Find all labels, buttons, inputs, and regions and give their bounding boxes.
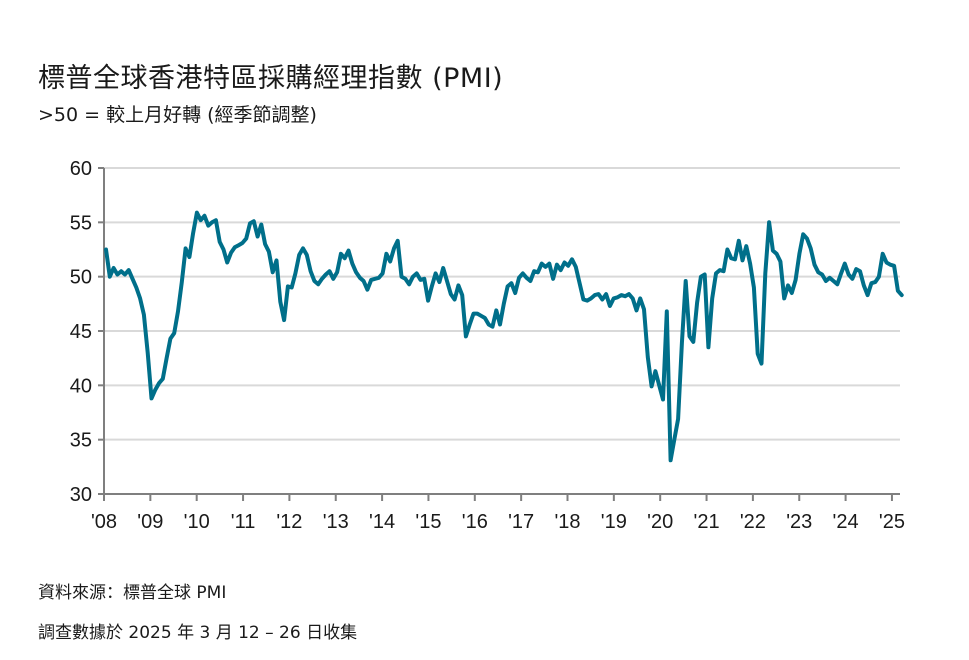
x-tick-label: '22 xyxy=(740,511,766,533)
source-note: 資料來源：標普全球 PMI xyxy=(38,583,227,603)
x-tick-label: '12 xyxy=(276,511,302,533)
x-tick-label: '08 xyxy=(91,511,117,533)
x-tick-label: '11 xyxy=(231,511,256,533)
x-tick-label: '18 xyxy=(554,511,580,533)
x-tick-label: '14 xyxy=(369,511,395,533)
x-tick-label: '19 xyxy=(601,511,627,533)
gridlines xyxy=(104,167,900,441)
x-tick-label: '09 xyxy=(137,511,163,533)
x-tick-label: '10 xyxy=(184,511,210,533)
x-tick-label: '21 xyxy=(694,511,720,533)
y-tick-label: 45 xyxy=(70,321,92,343)
chart-subtitle: >50 = 較上月好轉 (經季節調整) xyxy=(38,104,317,126)
y-tick-label: 40 xyxy=(70,375,92,397)
y-axis-ticks: 30 35 40 45 50 55 60 xyxy=(70,158,104,506)
x-tick-label: '13 xyxy=(323,511,349,533)
x-tick-label: '23 xyxy=(786,511,812,533)
x-axis-ticks: '08 '09 '10 '11 '12 '13 '14 '15 '16 '17 '18 '19 '20 '… xyxy=(91,494,905,533)
x-tick-label: '24 xyxy=(833,511,859,533)
x-tick-label: '15 xyxy=(415,511,441,533)
x-tick-label: '25 xyxy=(879,511,905,533)
x-tick-label: '16 xyxy=(462,511,488,533)
y-tick-label: 60 xyxy=(70,158,92,180)
y-tick-label: 55 xyxy=(70,212,92,234)
y-tick-label: 50 xyxy=(70,267,92,289)
survey-date-note: 調查數據於 2025 年 3 月 12 – 26 日收集 xyxy=(38,623,358,643)
x-tick-label: '17 xyxy=(508,511,534,533)
y-tick-label: 35 xyxy=(70,430,92,452)
pmi-series-line xyxy=(104,210,904,463)
y-tick-label: 30 xyxy=(70,484,92,506)
x-tick-label: '20 xyxy=(647,511,673,533)
chart-title: 標普全球香港特區採購經理指數 (PMI) xyxy=(38,63,504,94)
